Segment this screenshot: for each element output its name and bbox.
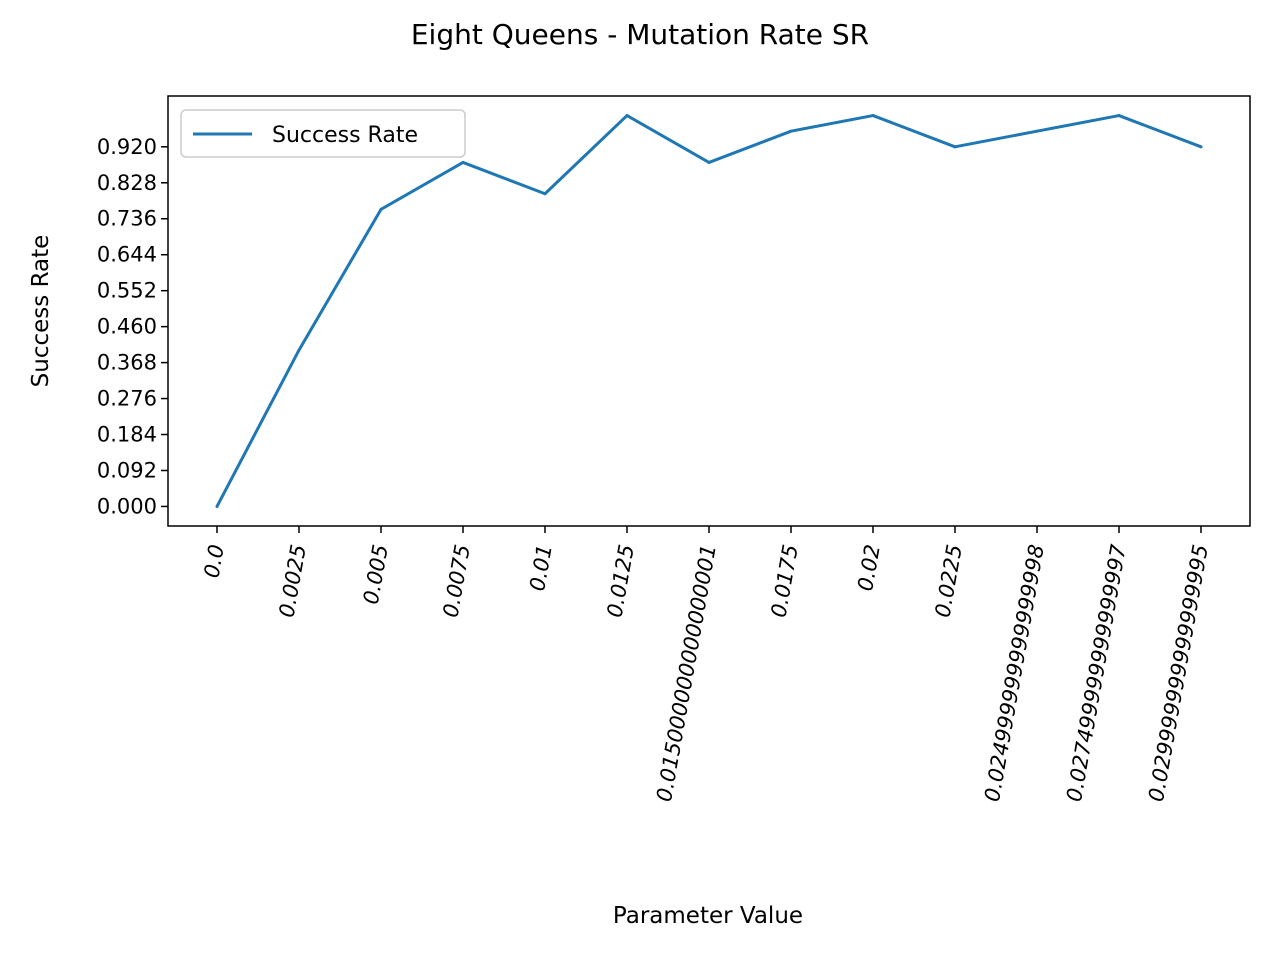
x-tick-label: 0.029999999999999995 <box>1144 543 1213 804</box>
y-axis-label: Success Rate <box>28 235 54 388</box>
data-point <box>1117 114 1121 118</box>
data-point <box>707 160 711 164</box>
data-point <box>297 348 301 352</box>
x-tick-label: 0.0025 <box>275 543 311 620</box>
x-tick-label: 0.02 <box>853 543 885 593</box>
data-point <box>871 114 875 118</box>
y-tick-label: 0.828 <box>97 171 157 195</box>
y-tick-label: 0.460 <box>97 315 157 339</box>
y-tick-label: 0.644 <box>97 243 157 267</box>
legend-entry-success-rate: Success Rate <box>272 123 418 148</box>
data-point <box>1035 129 1039 133</box>
data-point <box>625 114 629 118</box>
data-point <box>1199 145 1203 149</box>
y-tick-label: 0.920 <box>97 135 157 159</box>
x-tick-label: 0.005 <box>359 543 393 606</box>
y-tick-label: 0.184 <box>97 423 157 447</box>
x-tick-label: 0.0125 <box>603 543 639 620</box>
y-tick-label: 0.552 <box>97 279 157 303</box>
x-tick-label: 0.01 <box>525 543 557 593</box>
x-tick-label: 0.0175 <box>767 543 803 620</box>
data-point <box>215 504 219 508</box>
x-tick-label: 0.0075 <box>439 543 475 620</box>
y-tick-label: 0.276 <box>97 387 157 411</box>
x-tick-label: 0.015000000000000001 <box>652 543 721 804</box>
x-tick-label: 0.0 <box>199 543 228 580</box>
data-point <box>379 207 383 211</box>
x-tick-label: 0.024999999999999998 <box>980 543 1049 804</box>
y-tick-label: 0.368 <box>97 351 157 375</box>
y-tick-label: 0.000 <box>97 494 157 518</box>
y-tick-label: 0.092 <box>97 458 157 482</box>
y-axis-ticks: 0.000 0.092 0.184 0.276 0.368 0.460 0.552 0.644… <box>97 135 168 518</box>
data-point <box>543 192 547 196</box>
data-point <box>953 145 957 149</box>
data-point <box>461 160 465 164</box>
x-tick-label: 0.0225 <box>931 543 967 620</box>
chart-title: Eight Queens - Mutation Rate SR <box>411 18 869 51</box>
chart-legend: Success Rate <box>180 109 466 158</box>
x-axis-label: Parameter Value <box>613 903 803 929</box>
data-point <box>789 129 793 133</box>
data-points <box>215 114 1203 508</box>
y-tick-label: 0.736 <box>97 207 157 231</box>
x-axis-ticks: 0.0 0.0025 0.005 0.0075 0.01 0.0125 0.01500000… <box>199 526 1213 804</box>
plot-area-frame <box>167 95 1251 527</box>
success-rate-line <box>215 114 1202 508</box>
legend-box <box>180 109 466 158</box>
x-tick-label: 0.027499999999999997 <box>1062 542 1131 803</box>
